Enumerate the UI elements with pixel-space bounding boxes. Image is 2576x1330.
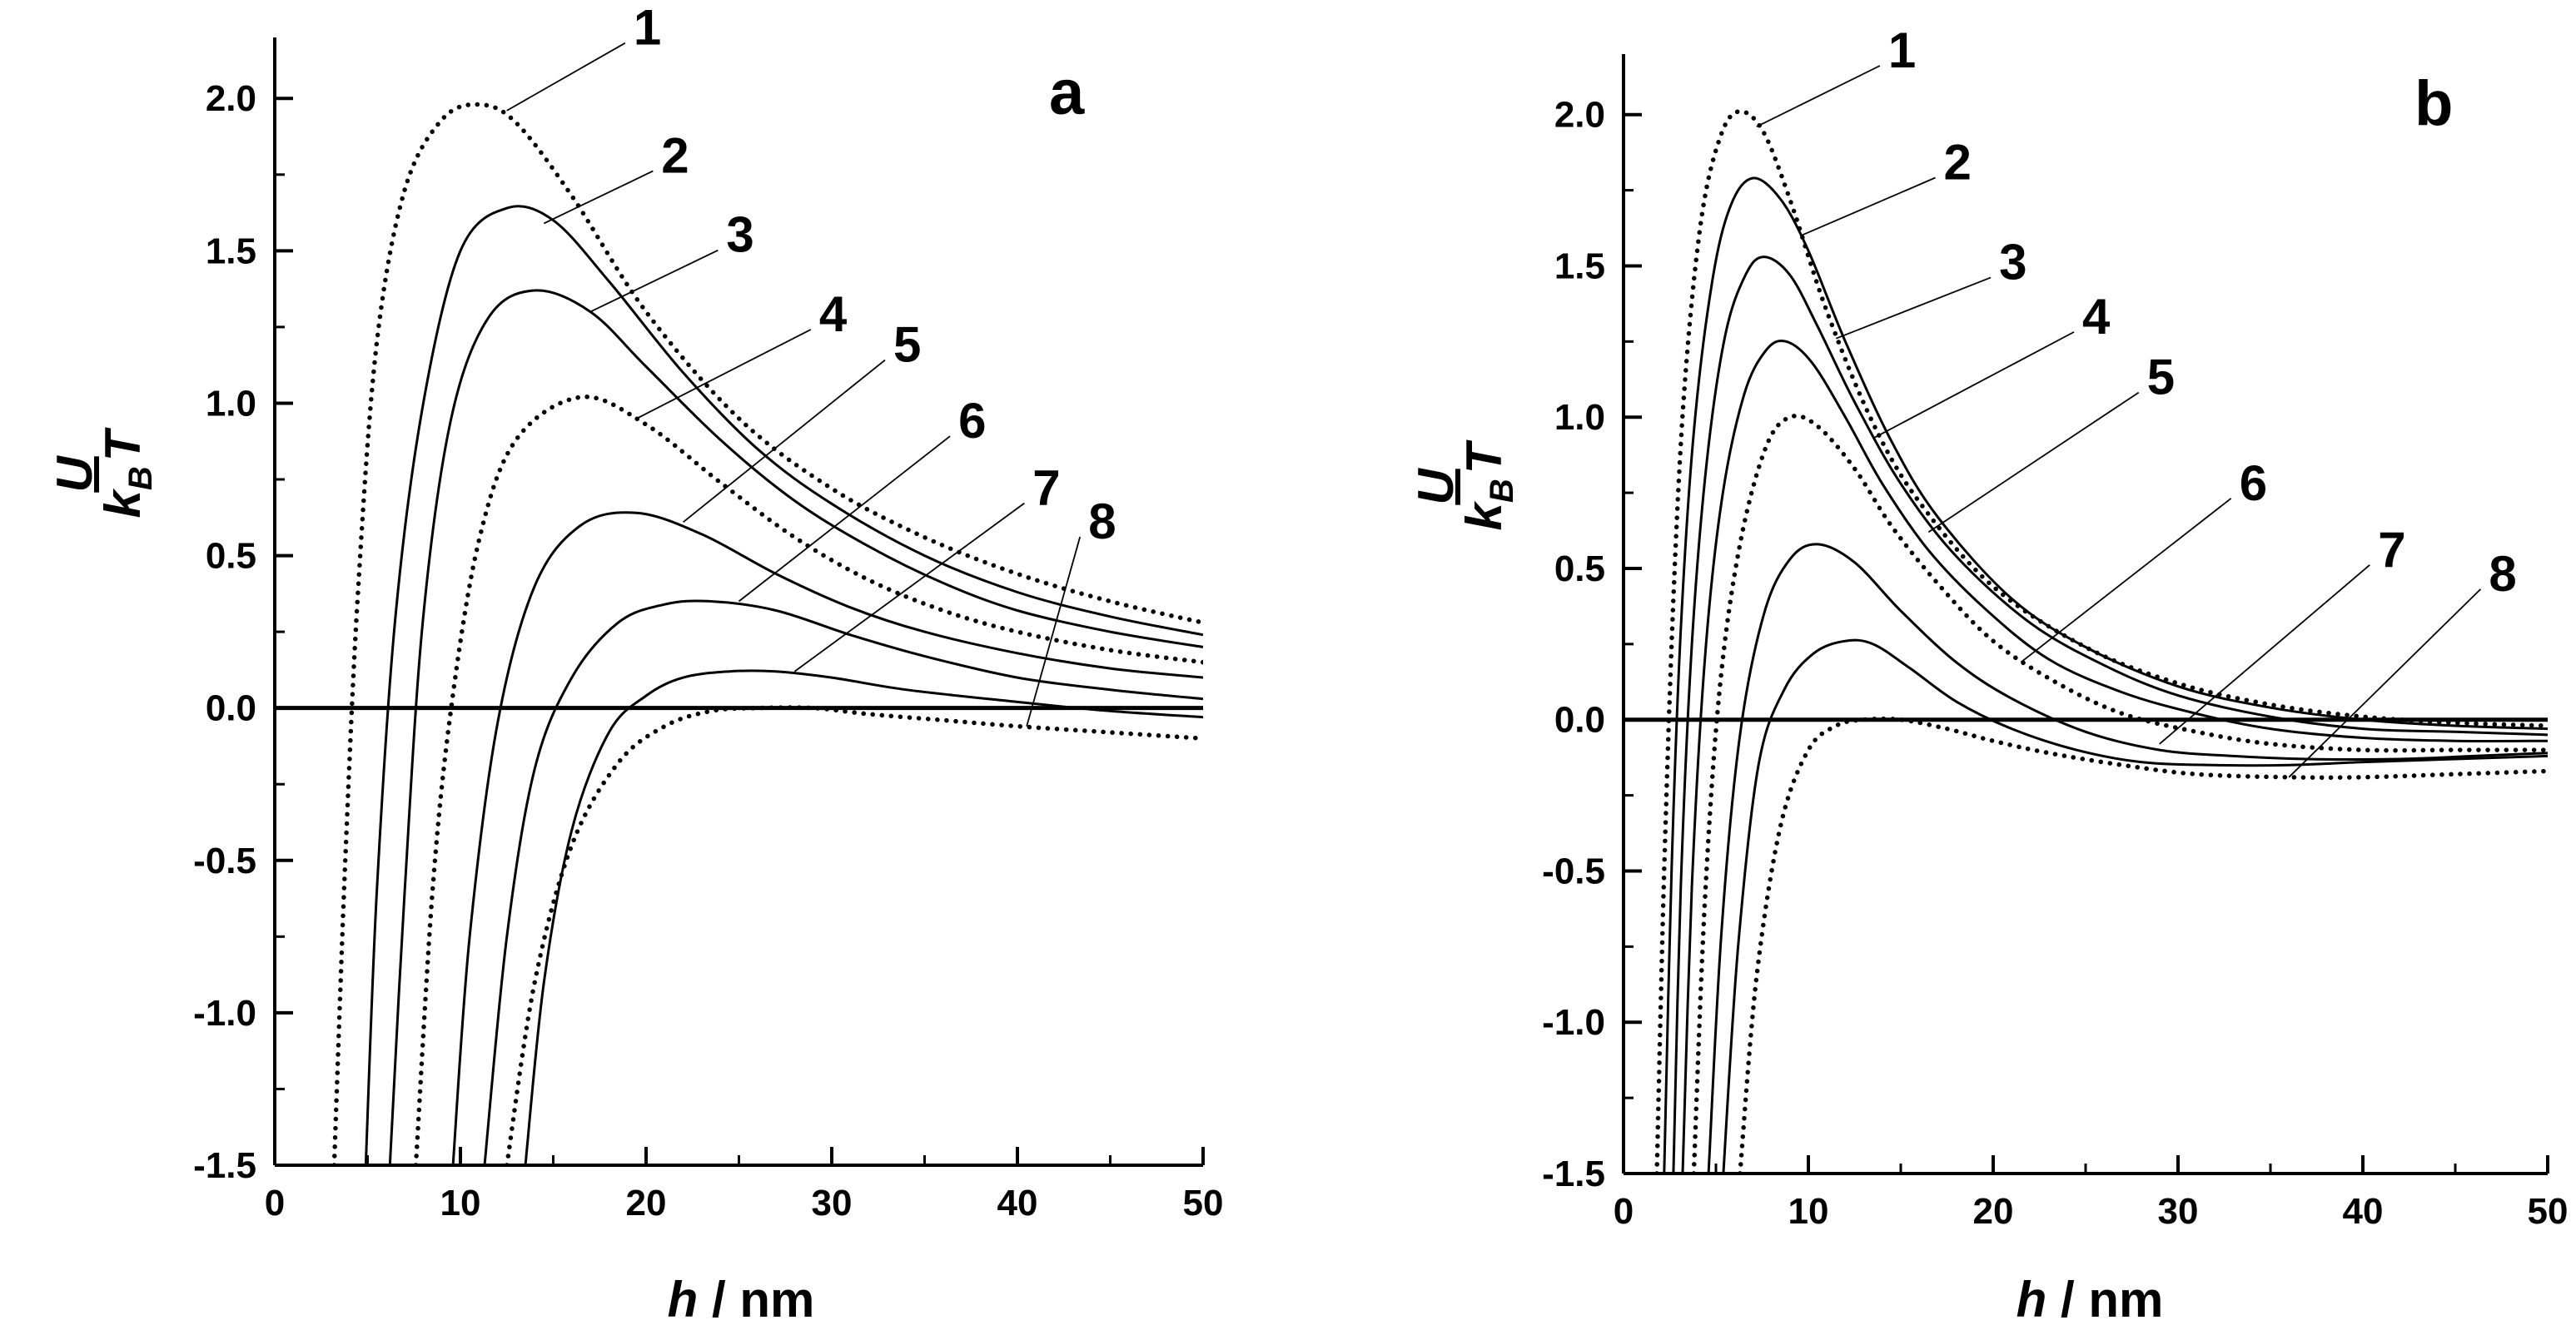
panel-b-curve-label-3: 3 [1999, 234, 2026, 290]
panel-a-leader-4 [636, 329, 812, 419]
panel-a-ytick-label: -0.5 [193, 841, 256, 881]
panel-a-letter: a [1049, 57, 1085, 128]
panel-a-xtick-label: 30 [812, 1183, 853, 1223]
panel-a-curve-label-1: 1 [634, 0, 661, 56]
panel-b-xtick-label: 30 [2158, 1191, 2199, 1232]
panel-b-xtick-label: 10 [1788, 1191, 1829, 1232]
panel-a-leader-5 [683, 359, 886, 523]
panel-a-xtick-label: 40 [997, 1183, 1038, 1223]
panel-a-ylabel: U kBT [47, 427, 159, 518]
panel-a: a h / nm U kBT -1.5 -1.0 -0.5 0.0 0.5 1.0 1.5 2… [47, 0, 1223, 1328]
panel-b-leader-6 [2020, 498, 2232, 663]
panel-a-ytick-label: 1.5 [206, 231, 256, 271]
panel-a-series-1 [331, 102, 1203, 1165]
panel-b-series-5 [1691, 413, 2548, 1174]
panel-b-series-2 [1663, 176, 2548, 1174]
panel-b-ytick-label: 1.0 [1554, 397, 1605, 438]
panel-a-leader-1 [506, 42, 626, 112]
panel-b-leader-8 [2288, 588, 2482, 778]
panel-b-curve-label-7: 7 [2378, 522, 2405, 578]
panel-a-ytick-label: 1.0 [206, 383, 256, 424]
panel-b-curve-label-1: 1 [1888, 22, 1916, 78]
panel-b-curve-label-2: 2 [1944, 135, 1972, 191]
panel-b-series-group [1654, 109, 2548, 1174]
panel-b-leader-4 [1872, 331, 2075, 439]
panel-a-xtick-label: 0 [265, 1183, 285, 1223]
panel-a-series-8 [505, 705, 1203, 1165]
panel-a-ytick-label: -1.5 [193, 1145, 256, 1186]
panel-a-leader-3 [589, 249, 719, 313]
panel-a-curve-label-7: 7 [1032, 460, 1060, 516]
panel-b-ytick-label: 0.0 [1554, 700, 1605, 741]
panel-a-curve-label-5: 5 [893, 317, 921, 373]
panel-b-series-8 [1738, 716, 2548, 1174]
panel-a-series-6 [483, 599, 1203, 1165]
panel-b-leader-1 [1756, 65, 1881, 128]
svg-text:U: U [47, 455, 102, 493]
panel-b-curve-label-5: 5 [2147, 350, 2175, 405]
panel-a-curve-label-6: 6 [958, 393, 986, 449]
panel-a-series-3 [388, 289, 1203, 1165]
panel-a-leader-6 [738, 435, 951, 603]
panel-b-ytick-label: 1.5 [1554, 246, 1605, 286]
panel-b-series-4 [1681, 339, 2548, 1174]
panel-b-leader-5 [1927, 391, 2140, 533]
panel-b-ytick-label: 2.0 [1554, 95, 1605, 136]
panel-b-series-1 [1654, 109, 2548, 1174]
panel-a-xtick-label: 10 [440, 1183, 481, 1223]
panel-a-series-2 [364, 205, 1203, 1165]
panel-b-xtick-label: 20 [1973, 1191, 2014, 1232]
panel-a-leader-7 [793, 502, 1025, 672]
panel-b-leader-3 [1835, 276, 1992, 340]
panel-b-ylabel: U kBT [1408, 439, 1520, 530]
panel-a-xtick-label: 20 [626, 1183, 667, 1223]
svg-text:kBT: kBT [95, 427, 159, 518]
panel-a-curve-label-2: 2 [661, 127, 689, 183]
panel-b-letter: b [2414, 68, 2453, 139]
panel-b-curve-label-8: 8 [2489, 546, 2516, 602]
panel-b-xtick-label: 40 [2343, 1191, 2384, 1232]
panel-a-series-4 [413, 395, 1203, 1165]
panel-b-xtick-label: 0 [1614, 1191, 1634, 1232]
panel-a-curve-label-3: 3 [726, 207, 753, 263]
panel-a-series-7 [524, 669, 1203, 1165]
panel-b-ytick-label: -0.5 [1542, 851, 1605, 891]
panel-a-xlabel: h / nm [668, 1272, 815, 1328]
panel-a-curve-label-4: 4 [819, 286, 848, 342]
panel-b-curve-label-6: 6 [2240, 455, 2267, 511]
panel-b: b h / nm U kBT -1.5 -1.0 -0.5 0.0 0.5 1.0 1.5 2… [1408, 22, 2568, 1328]
panel-a-curve-label-8: 8 [1088, 494, 1116, 549]
panel-a-series-5 [451, 511, 1203, 1165]
panel-a-leader-8 [1026, 536, 1082, 727]
svg-text:U: U [1408, 468, 1464, 505]
svg-text:kBT: kBT [1456, 439, 1520, 530]
panel-b-curve-label-4: 4 [2082, 289, 2111, 345]
panel-b-series-3 [1672, 256, 2548, 1174]
panel-b-series-7 [1722, 638, 2548, 1174]
panel-a-ytick-label: 0.0 [206, 688, 256, 729]
panel-b-xlabel: h / nm [2017, 1272, 2164, 1328]
panel-a-xtick-label: 50 [1183, 1183, 1224, 1223]
panel-b-ytick-label: -1.5 [1542, 1154, 1605, 1194]
panel-a-ytick-label: 2.0 [206, 78, 256, 119]
panel-a-ytick-label: -1.0 [193, 993, 256, 1034]
panel-a-ytick-label: 0.5 [206, 536, 256, 577]
panel-a-series-group [331, 102, 1203, 1165]
panel-a-leader-2 [543, 170, 654, 225]
panel-b-series-6 [1707, 543, 2548, 1174]
panel-b-leader-2 [1800, 176, 1936, 236]
panel-b-xtick-label: 50 [2528, 1191, 2569, 1232]
panel-b-ytick-label: -1.0 [1542, 1002, 1605, 1043]
panel-b-leader-7 [2159, 564, 2370, 745]
panel-b-ytick-label: 0.5 [1554, 548, 1605, 589]
